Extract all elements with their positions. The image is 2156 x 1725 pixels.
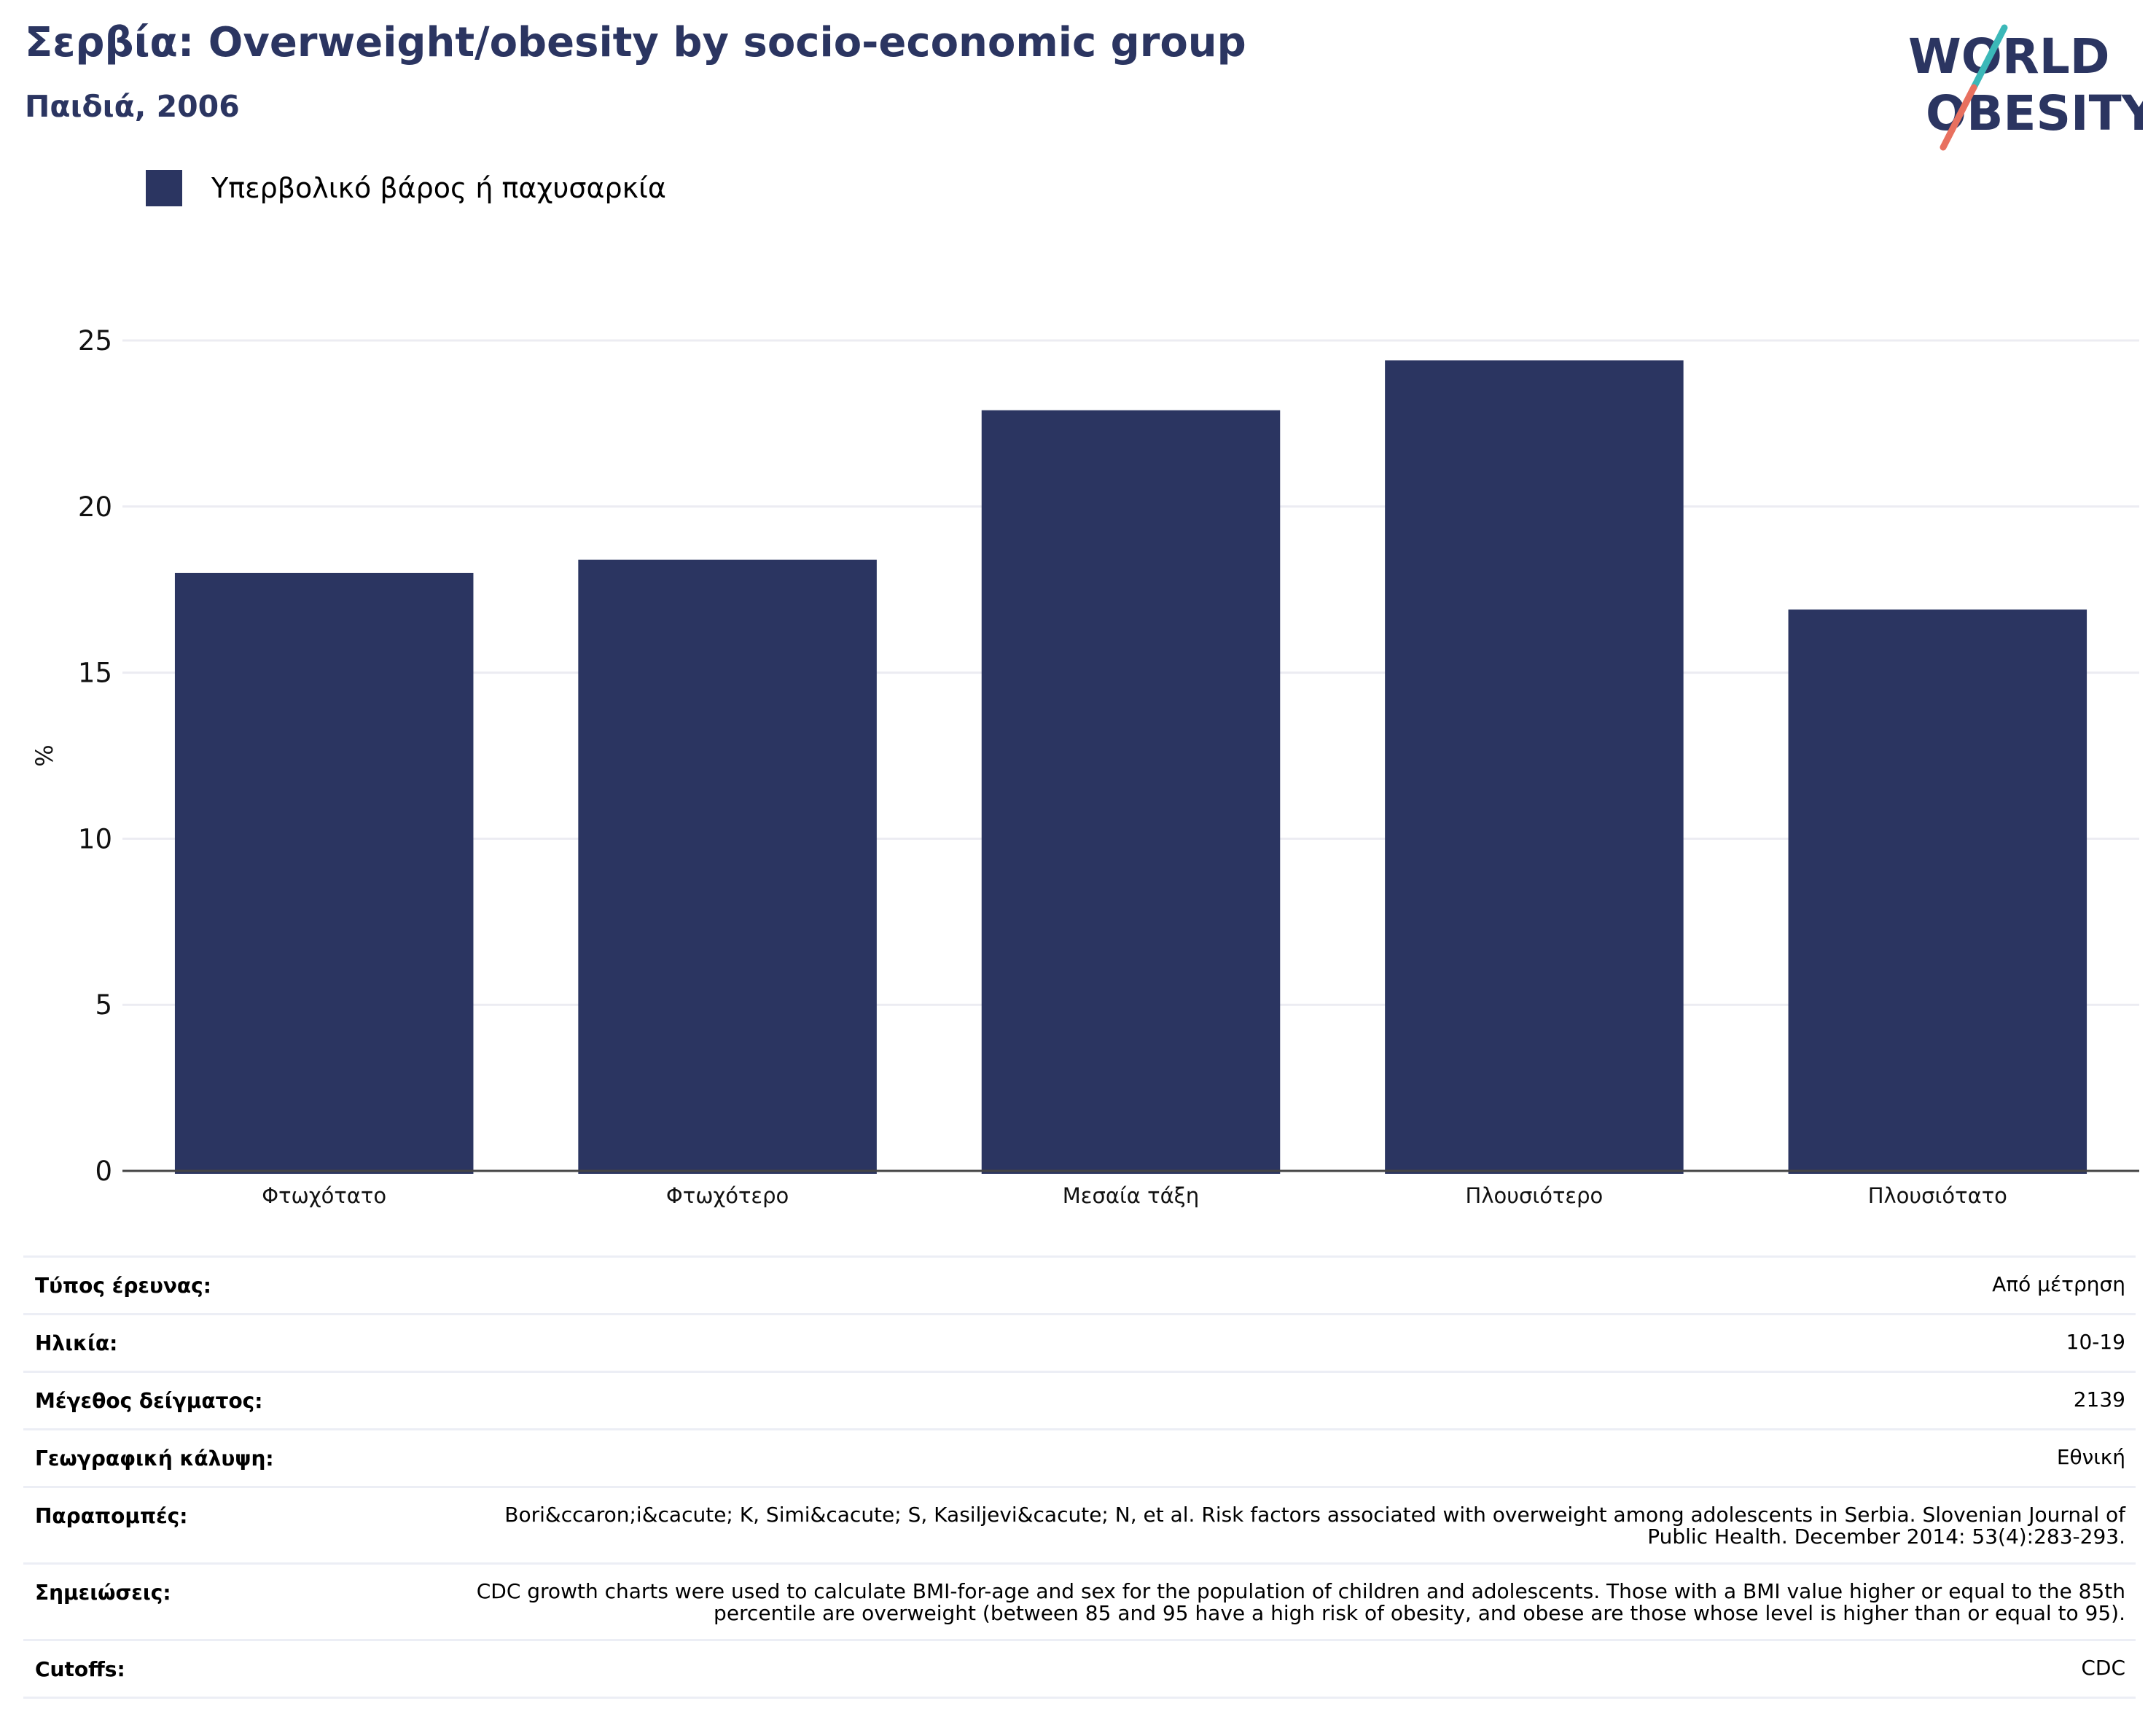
y-tick-label: 20: [78, 491, 112, 523]
info-value: CDC: [2081, 1656, 2125, 1680]
y-tick-label: 0: [95, 1156, 112, 1187]
info-row: Τύπος έρευνας: Από μέτρηση: [23, 1258, 2136, 1315]
logo-coral-stroke: [1940, 84, 1977, 151]
x-category-label: Πλουσιότερο: [1466, 1183, 1604, 1208]
y-tick-label: 15: [78, 658, 112, 689]
bar: [981, 410, 1281, 1174]
y-tick-label: 10: [78, 823, 112, 854]
legend-label: Υπερβολικό βάρος ή παχυσαρκία: [211, 172, 666, 204]
bar: [1385, 360, 1684, 1175]
bar: [174, 572, 474, 1174]
info-key: Cutoffs:: [35, 1657, 125, 1681]
info-table: Τύπος έρευνας: Από μέτρηση Ηλικία: 10-19 Μέγ…: [23, 1255, 2136, 1699]
info-value: Εθνική: [2056, 1445, 2125, 1469]
y-axis-label: %: [31, 744, 58, 766]
info-key: Σημειώσεις:: [35, 1581, 171, 1605]
info-value: 10-19: [2066, 1330, 2125, 1354]
info-row: Cutoffs: CDC: [23, 1641, 2136, 1699]
x-category-label: Μεσαία τάξη: [1063, 1183, 1199, 1208]
legend[interactable]: Υπερβολικό βάρος ή παχυσαρκία: [146, 169, 666, 207]
bar: [1788, 610, 2087, 1174]
info-value: Από μέτρηση: [1992, 1272, 2125, 1296]
info-key: Γεωγραφική κάλυψη:: [35, 1446, 274, 1471]
info-key: Παραπομπές:: [35, 1504, 188, 1528]
bar: [578, 559, 877, 1174]
world-obesity-logo: WORLD OBESITY: [1908, 24, 2143, 151]
info-key: Ηλικία:: [35, 1331, 118, 1355]
x-category-label: Φτωχότατο: [262, 1183, 386, 1208]
info-value: Bori&ccaron;i&cacute; K, Simi&cacute; S,…: [504, 1503, 2125, 1549]
y-tick-label: 5: [95, 989, 112, 1021]
x-category-label: Φτωχότερο: [666, 1183, 789, 1208]
info-row: Ηλικία: 10-19: [23, 1315, 2136, 1373]
y-tick-label: 25: [78, 325, 112, 357]
logo-line1: WORLD: [1908, 28, 2110, 85]
info-key: Μέγεθος δείγματος:: [35, 1389, 263, 1413]
info-row: Σημειώσεις: CDC growth charts were used t…: [23, 1565, 2136, 1641]
info-value: 2139: [2073, 1387, 2125, 1411]
info-key: Τύπος έρευνας:: [35, 1274, 211, 1298]
legend-swatch: [146, 170, 182, 206]
bar-chart: 0 5 10 15 20 25 Φτωχότατο Φτωχότερο Μεσαία τάξη Π…: [31, 325, 2139, 1208]
chart-subtitle: Παιδιά, 2006: [25, 89, 240, 124]
x-category-label: Πλουσιότατο: [1868, 1183, 2007, 1208]
info-row: Γεωγραφική κάλυψη: Εθνική: [23, 1430, 2136, 1488]
info-row: Παραπομπές: Bori&ccaron;i&cacute; K, Simi…: [23, 1488, 2136, 1565]
logo-teal-stroke: [1970, 24, 2008, 91]
chart-title: Σερβία: Overweight/obesity by socio-econ…: [25, 19, 1246, 66]
info-row: Μέγεθος δείγματος: 2139: [23, 1373, 2136, 1430]
info-value: CDC growth charts were used to calculate…: [476, 1579, 2125, 1625]
